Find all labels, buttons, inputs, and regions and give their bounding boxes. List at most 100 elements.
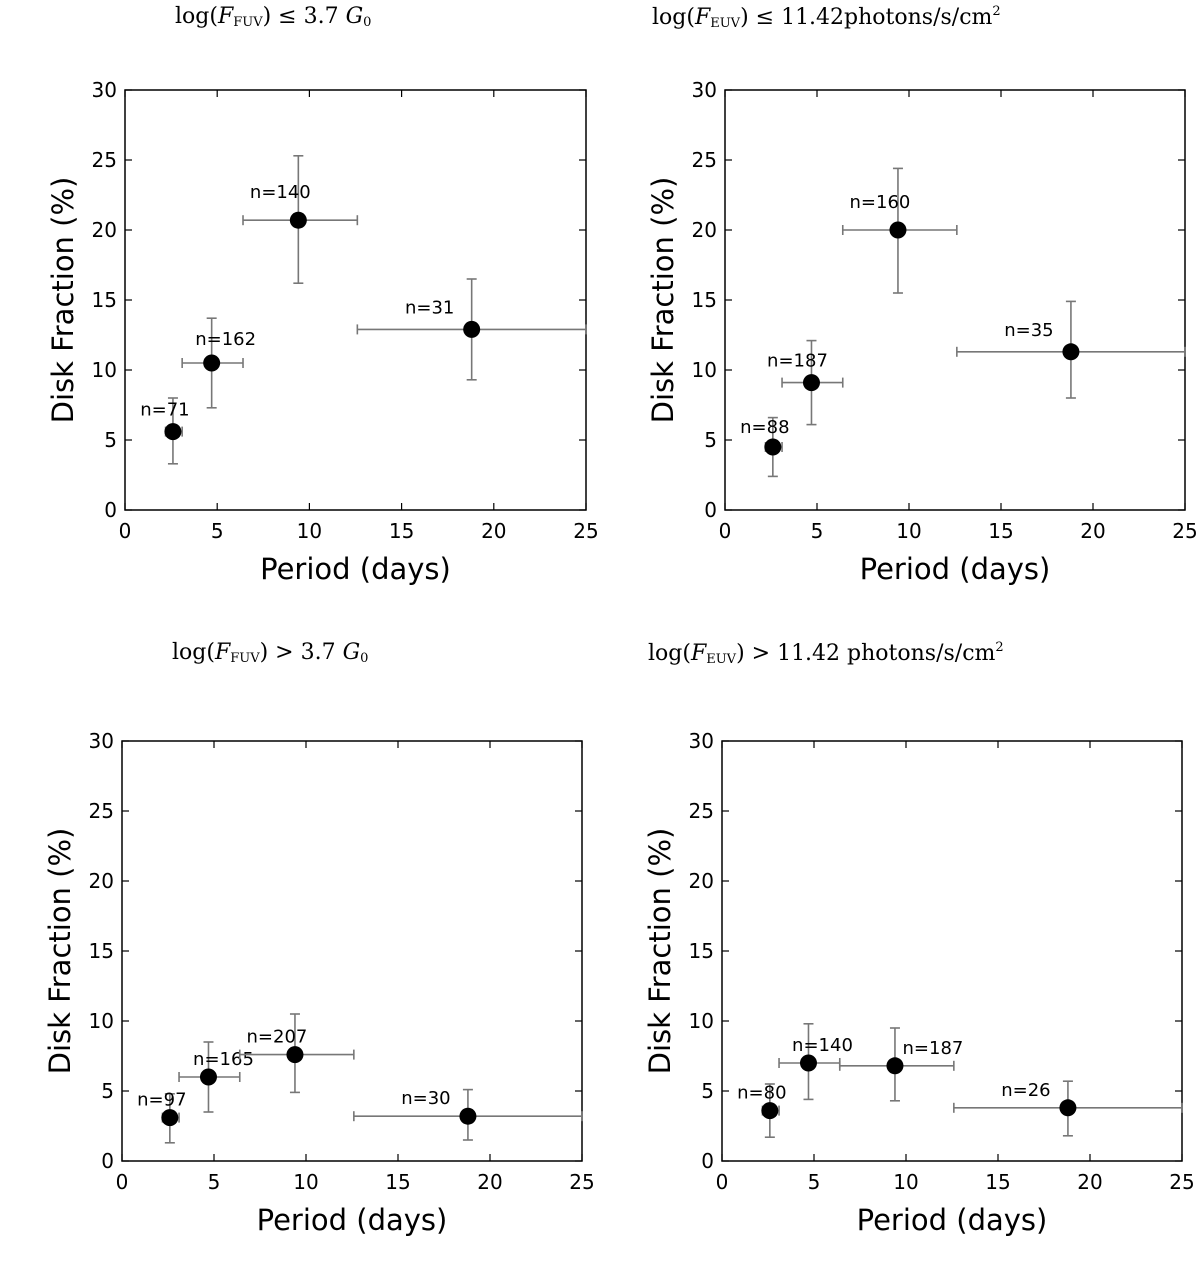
y-tick-label: 0 <box>704 498 717 522</box>
x-axis-label: Period (days) <box>857 1203 1048 1237</box>
data-label: n=140 <box>250 182 311 203</box>
y-tick-label: 15 <box>689 939 714 963</box>
data-point <box>459 1107 477 1125</box>
x-tick-label: 15 <box>985 1170 1010 1194</box>
y-tick-label: 25 <box>92 148 117 172</box>
panel-title-euv-high: log(FEUV) > 11.42 photons/s/cm2 <box>648 640 1004 667</box>
panel-title-fuv-high: log(FFUV) > 3.7 G0 <box>172 640 369 666</box>
y-tick-label: 10 <box>89 1009 114 1033</box>
data-point <box>886 1057 904 1075</box>
x-tick-label: 5 <box>811 519 824 543</box>
data-point <box>289 211 307 229</box>
x-tick-label: 25 <box>1172 519 1197 543</box>
y-tick-label: 0 <box>701 1149 714 1173</box>
panel-title-fuv-low: log(FFUV) ≤ 3.7 G0 <box>175 4 372 30</box>
x-tick-label: 10 <box>893 1170 918 1194</box>
y-tick-label: 5 <box>104 428 117 452</box>
plot-frame <box>721 740 1183 1162</box>
data-label: n=88 <box>740 417 789 438</box>
data-point <box>1062 343 1080 361</box>
data-point <box>761 1102 779 1120</box>
y-tick-label: 0 <box>104 498 117 522</box>
y-axis-label: Disk Fraction (%) <box>46 177 80 424</box>
data-point <box>203 354 221 372</box>
panel-title-euv-low: log(FEUV) ≤ 11.42photons/s/cm2 <box>652 4 1001 31</box>
data-point <box>463 320 481 338</box>
y-tick-label: 15 <box>92 288 117 312</box>
plot-frame <box>121 740 583 1162</box>
chart-panel-3: 0 5 10 15 20 25 0 5 10 15 20 25 30 Period (days) Disk … <box>43 729 595 1237</box>
y-tick-label: 20 <box>92 218 117 242</box>
x-tick-label: 0 <box>119 519 132 543</box>
y-tick-label: 5 <box>701 1079 714 1103</box>
data-point <box>889 221 907 239</box>
x-tick-label: 15 <box>389 519 414 543</box>
y-tick-label: 0 <box>101 1149 114 1173</box>
y-tick-label: 30 <box>692 78 717 102</box>
y-tick-label: 15 <box>89 939 114 963</box>
x-tick-label: 25 <box>1169 1170 1194 1194</box>
data-point <box>802 374 820 392</box>
y-tick-label: 10 <box>692 358 717 382</box>
y-tick-label: 5 <box>101 1079 114 1103</box>
data-label: n=97 <box>137 1090 186 1111</box>
data-label: n=187 <box>903 1038 964 1059</box>
x-tick-label: 20 <box>481 519 506 543</box>
data-label: n=165 <box>193 1049 254 1070</box>
data-label: n=162 <box>195 329 256 350</box>
x-axis-label: Period (days) <box>257 1203 448 1237</box>
x-tick-label: 25 <box>573 519 598 543</box>
x-tick-label: 5 <box>808 1170 821 1194</box>
data-label: n=30 <box>401 1088 450 1109</box>
x-tick-label: 5 <box>211 519 224 543</box>
chart-panel-1: 0 5 10 15 20 25 0 5 10 15 20 25 30 Period (days) Disk … <box>46 78 599 586</box>
x-tick-label: 10 <box>293 1170 318 1194</box>
data-point <box>199 1068 217 1086</box>
x-tick-label: 10 <box>896 519 921 543</box>
chart-panel-4: 0 5 10 15 20 25 0 5 10 15 20 25 30 Period (days) Disk … <box>643 729 1195 1237</box>
data-point <box>799 1054 817 1072</box>
x-tick-label: 0 <box>116 1170 129 1194</box>
data-point <box>164 423 182 441</box>
y-tick-label: 20 <box>689 869 714 893</box>
data-label: n=80 <box>737 1083 786 1104</box>
data-label: n=35 <box>1004 320 1053 341</box>
x-axis-label: Period (days) <box>260 552 451 586</box>
y-axis-label: Disk Fraction (%) <box>643 828 677 1075</box>
plot-frame <box>724 89 1186 511</box>
x-tick-label: 10 <box>297 519 322 543</box>
data-label: n=207 <box>247 1027 308 1048</box>
y-tick-label: 10 <box>689 1009 714 1033</box>
x-axis-label: Period (days) <box>860 552 1051 586</box>
x-tick-label: 20 <box>1080 519 1105 543</box>
y-axis-label: Disk Fraction (%) <box>646 177 680 424</box>
x-tick-label: 15 <box>385 1170 410 1194</box>
data-label: n=31 <box>405 297 454 318</box>
x-tick-label: 0 <box>716 1170 729 1194</box>
data-point <box>286 1046 304 1064</box>
data-point <box>161 1109 179 1127</box>
y-tick-label: 30 <box>689 729 714 753</box>
y-tick-label: 15 <box>692 288 717 312</box>
y-tick-label: 30 <box>89 729 114 753</box>
y-tick-label: 20 <box>692 218 717 242</box>
plot-frame <box>124 89 587 511</box>
x-tick-label: 20 <box>477 1170 502 1194</box>
x-tick-label: 5 <box>208 1170 221 1194</box>
y-axis-label: Disk Fraction (%) <box>43 828 77 1075</box>
data-label: n=140 <box>792 1035 853 1056</box>
chart-panel-2: 0 5 10 15 20 25 0 5 10 15 20 25 30 Period (days) Disk … <box>646 78 1198 586</box>
y-tick-label: 25 <box>692 148 717 172</box>
x-tick-label: 25 <box>569 1170 594 1194</box>
x-tick-label: 0 <box>719 519 732 543</box>
y-tick-label: 5 <box>704 428 717 452</box>
y-tick-label: 20 <box>89 869 114 893</box>
data-point <box>764 438 782 456</box>
x-tick-label: 20 <box>1077 1170 1102 1194</box>
y-tick-label: 25 <box>89 799 114 823</box>
data-label: n=187 <box>767 351 828 372</box>
data-point <box>1059 1099 1077 1117</box>
y-tick-label: 10 <box>92 358 117 382</box>
data-label: n=160 <box>850 192 911 213</box>
